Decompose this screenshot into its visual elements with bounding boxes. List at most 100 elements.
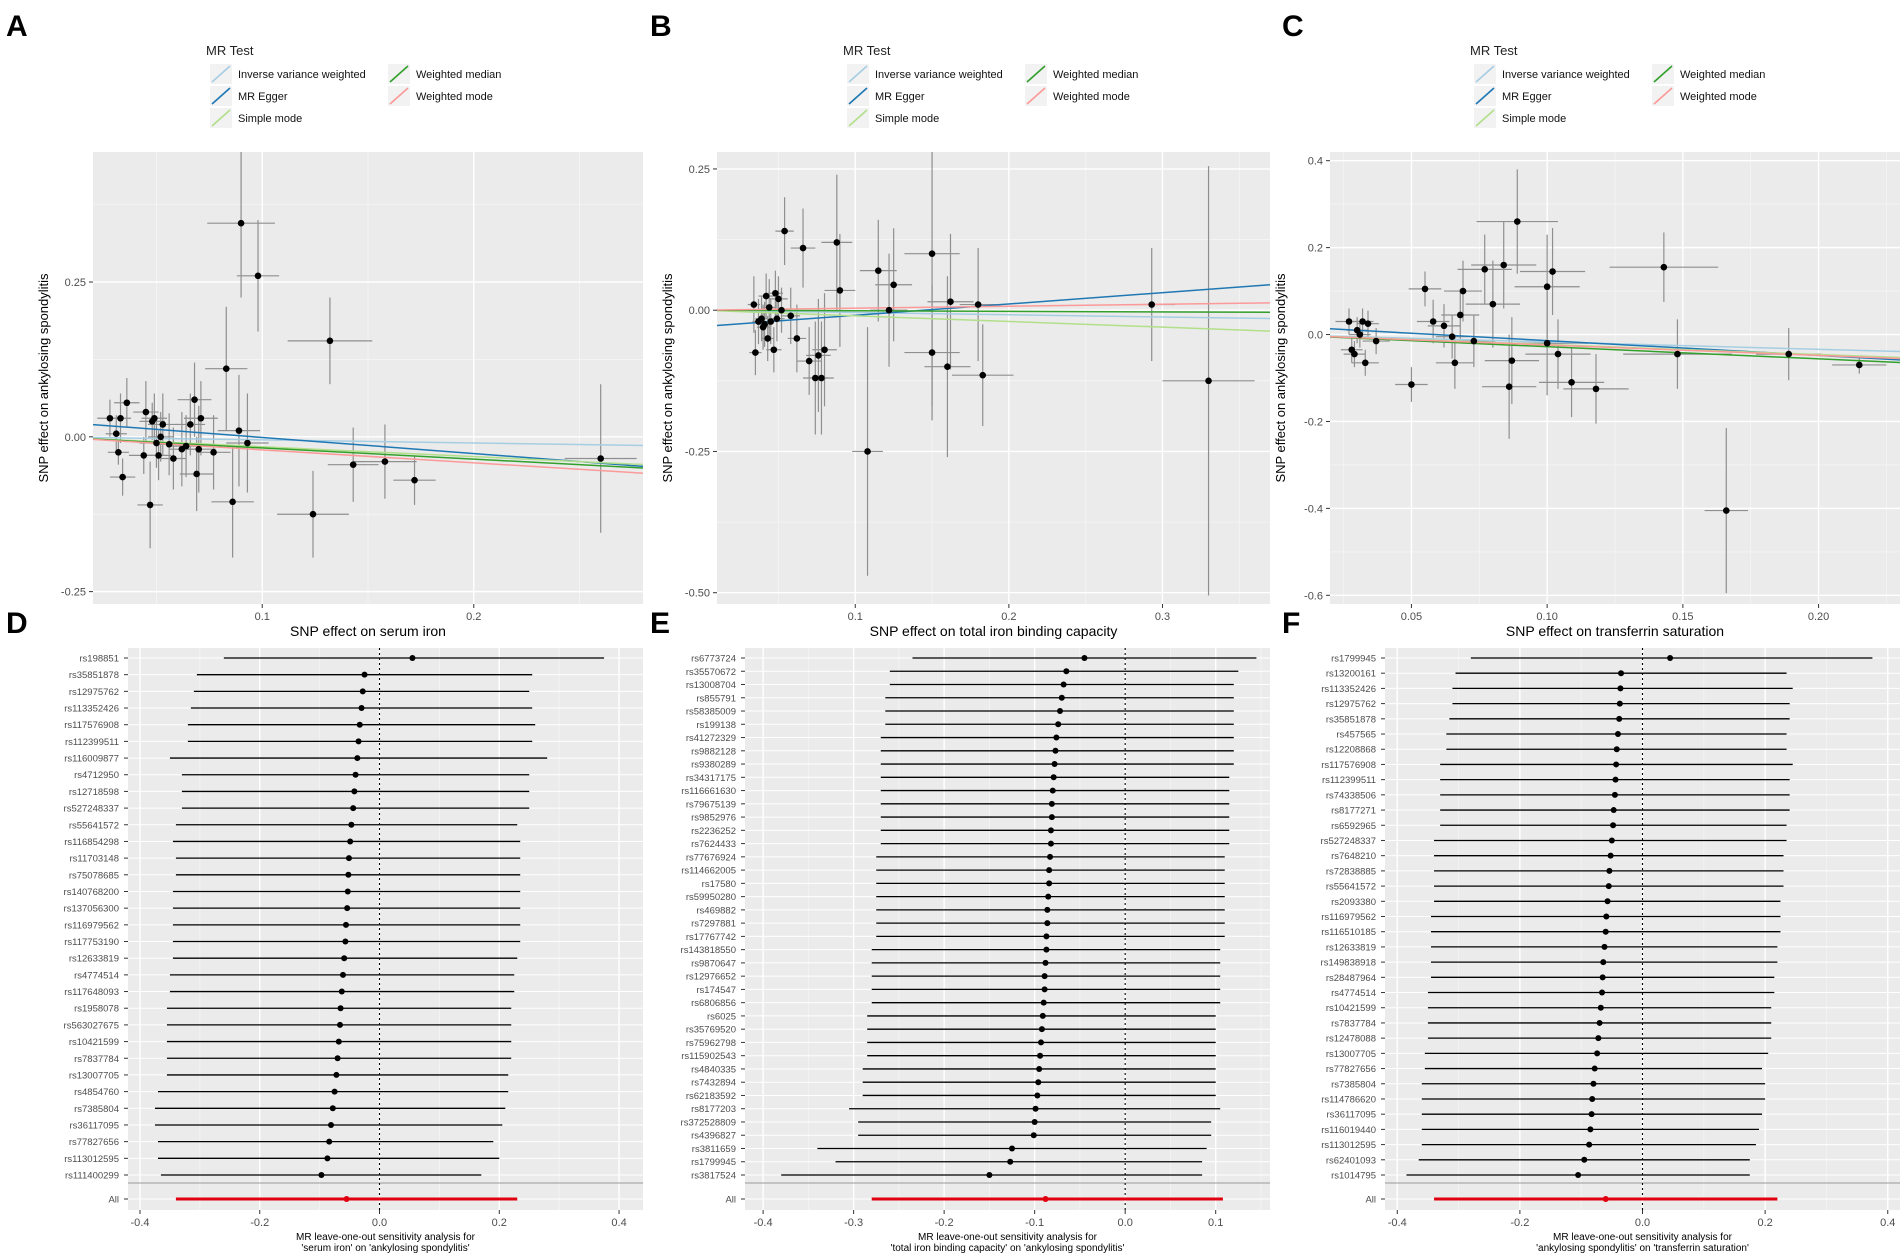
estimate-point	[345, 855, 352, 862]
legend-label-inverse-variance-weighted: Inverse variance weighted	[238, 69, 366, 81]
snp-label: rs2236252	[691, 826, 736, 837]
estimate-point	[1041, 986, 1048, 993]
data-point	[947, 298, 954, 306]
data-point	[758, 315, 765, 322]
all-label: All	[108, 1195, 119, 1206]
x-tick-label: 0.1	[848, 611, 863, 623]
snp-label: rs77827656	[1326, 1064, 1376, 1075]
plot-background	[717, 152, 1270, 604]
data-point	[165, 440, 173, 448]
fit-line-simple-mode	[717, 310, 1270, 332]
legend-key-weighted-median	[1653, 65, 1673, 83]
estimate-point	[335, 1038, 342, 1045]
estimate-point	[1043, 946, 1050, 953]
estimate-point	[341, 955, 348, 962]
legend-label-simple-mode: Simple mode	[238, 113, 302, 125]
x-tick-label: 0.2	[492, 1217, 507, 1229]
snp-label: rs1014795	[1331, 1171, 1376, 1182]
legend-label-mr-egger: MR Egger	[238, 91, 288, 103]
fit-line-simple-mode	[93, 438, 643, 466]
y-tick-label: 0.2	[1308, 243, 1323, 255]
legend-label-weighted-median: Weighted median	[1680, 69, 1765, 81]
data-point	[381, 458, 389, 465]
data-point	[229, 498, 236, 506]
data-point	[765, 304, 773, 311]
panel-A: A MR Test Inverse variance weighted MR Egg…	[6, 10, 643, 639]
estimate-point	[1596, 1019, 1603, 1026]
snp-label: rs116510185	[1321, 927, 1376, 938]
snp-label: rs3811659	[692, 1144, 736, 1155]
y-tick-label: 0.0	[1308, 330, 1323, 342]
snp-label: rs117753190	[64, 937, 119, 948]
estimate-point	[1048, 814, 1055, 821]
snp-label: rs13008704	[686, 680, 736, 691]
snp-label: rs1799945	[691, 1157, 736, 1168]
y-tick-label: 0.25	[689, 164, 710, 176]
snp-label: rs112399511	[65, 737, 119, 748]
legend-key-weighted-median	[1026, 65, 1046, 83]
summary-estimate-point	[343, 1196, 350, 1202]
all-label: All	[1365, 1195, 1376, 1206]
snp-label: rs7837784	[74, 1054, 119, 1065]
estimate-point	[1060, 681, 1067, 688]
estimate-point	[1612, 776, 1619, 783]
data-point	[597, 455, 604, 462]
snp-label: rs7624433	[691, 839, 736, 850]
snp-label: rs6025	[707, 1011, 736, 1022]
estimate-point	[1057, 708, 1063, 715]
x-tick-label: -0.2	[1510, 1217, 1529, 1229]
data-point	[1451, 359, 1459, 367]
snp-label: rs12718598	[69, 787, 119, 798]
legend-label-mr-egger: MR Egger	[1502, 91, 1552, 103]
data-point	[326, 337, 334, 345]
snp-label: rs55641572	[1326, 882, 1376, 893]
data-point	[1505, 383, 1513, 390]
data-point	[1470, 337, 1478, 345]
data-point	[123, 399, 131, 407]
estimate-point	[1046, 867, 1053, 874]
snp-label: rs17580	[702, 879, 736, 890]
x-tick-label: 0.3	[1155, 611, 1170, 623]
estimate-point	[1604, 898, 1611, 905]
snp-label: rs59950280	[686, 892, 736, 903]
estimate-point	[1036, 1065, 1043, 1072]
data-point	[1543, 339, 1551, 347]
snp-label: rs10421599	[69, 1037, 119, 1048]
forest-plot-E: -0.4 -0.3 -0.2 -0.1 0.0 0.1 rs6773724 rs3557067…	[681, 648, 1270, 1254]
estimate-point	[1586, 1141, 1593, 1148]
data-point	[793, 335, 801, 342]
estimate-point	[1602, 928, 1609, 935]
data-point	[874, 267, 882, 274]
y-tick-label: -0.25	[685, 446, 710, 458]
data-point	[750, 301, 758, 308]
snp-label: rs9380289	[691, 760, 736, 771]
estimate-point	[324, 1155, 331, 1162]
estimate-point	[986, 1172, 993, 1178]
x-tick-label: -0.1	[1025, 1217, 1044, 1229]
data-point	[833, 239, 841, 246]
scatter-plot-B: 0.1 0.2 0.3 -0.50 -0.25 0.00 0.25 SNP effect on…	[660, 152, 1270, 639]
data-point	[787, 312, 795, 320]
caption-line-1: MR leave-one-out sensitivity analysis fo…	[296, 1232, 476, 1243]
data-point	[1364, 320, 1372, 327]
x-tick-label: 0.1	[255, 611, 270, 623]
estimate-point	[1607, 852, 1614, 859]
snp-label: rs372528809	[681, 1117, 736, 1128]
data-point	[1459, 287, 1467, 295]
snp-label: rs4774514	[74, 970, 119, 981]
data-point	[1722, 507, 1730, 514]
data-point	[818, 374, 825, 382]
data-point	[235, 427, 243, 434]
data-point	[309, 510, 317, 518]
plot-background	[745, 648, 1270, 1210]
legend-title: MR Test	[206, 43, 254, 58]
estimate-point	[1667, 655, 1674, 661]
fit-line-mr-egger	[717, 284, 1270, 327]
snp-label: rs62183592	[686, 1091, 736, 1102]
data-point	[1660, 263, 1668, 271]
snp-label: rs115902543	[681, 1051, 736, 1062]
estimate-point	[1035, 1079, 1042, 1086]
snp-label: rs457565	[1336, 730, 1376, 741]
data-point	[1855, 361, 1863, 369]
